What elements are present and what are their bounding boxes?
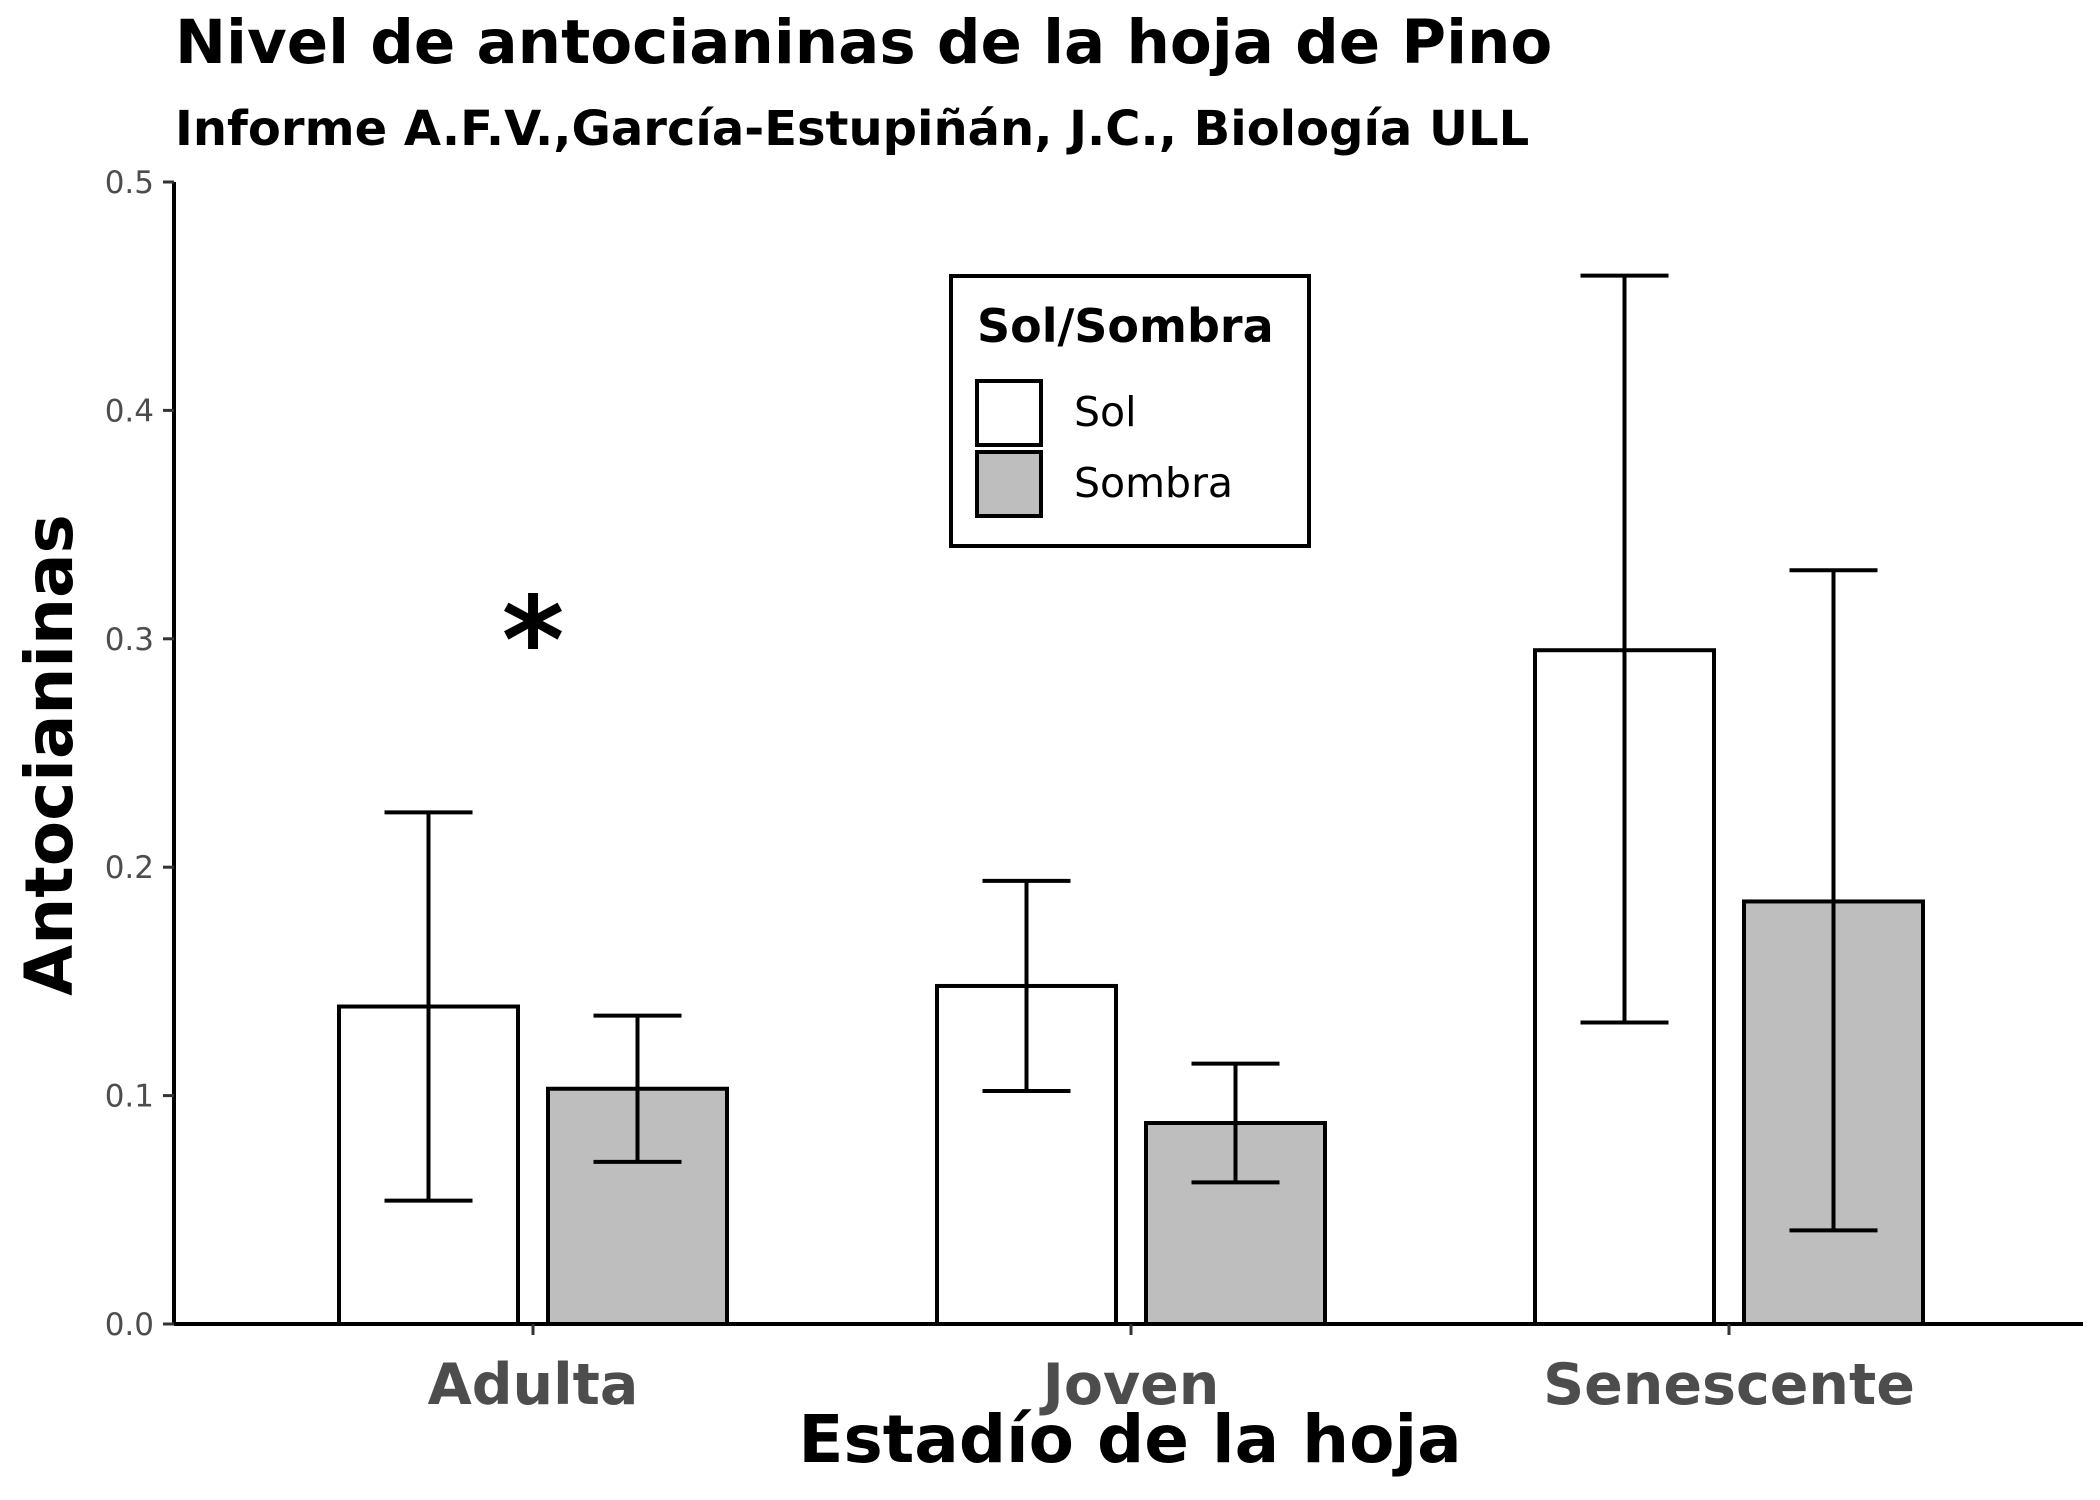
x-tick-label: Senescente bbox=[1543, 1352, 1915, 1418]
legend-label-sombra: Sombra bbox=[1074, 459, 1233, 507]
y-tick-label: 0.0 bbox=[105, 1307, 154, 1343]
y-tick-label: 0.1 bbox=[105, 1079, 154, 1115]
legend-key-sombra bbox=[975, 450, 1043, 518]
y-tick-label: 0.4 bbox=[105, 393, 154, 429]
x-tick-label: Adulta bbox=[428, 1352, 639, 1418]
legend-label-sol: Sol bbox=[1074, 388, 1137, 436]
x-tick-label: Joven bbox=[1039, 1352, 1220, 1418]
legend-key-sol bbox=[975, 379, 1043, 447]
y-axis-title: Antocianinas bbox=[11, 514, 88, 996]
y-tick-label: 0.5 bbox=[105, 165, 154, 201]
chart-subtitle: Informe A.F.V.,García-Estupiñán, J.C., B… bbox=[175, 101, 1529, 157]
y-tick-label: 0.3 bbox=[105, 622, 154, 658]
significance-asterisk: * bbox=[502, 572, 565, 711]
y-tick-label: 0.2 bbox=[105, 850, 154, 886]
chart-title: Nivel de antocianinas de la hoja de Pino bbox=[175, 7, 1552, 78]
legend-title: Sol/Sombra bbox=[977, 299, 1274, 353]
plot-area: 0.0 0.1 0.2 0.3 0.4 0.5 Adulta Joven Senescente *… bbox=[105, 165, 2083, 1418]
x-axis-title: Estadío de la hoja bbox=[798, 1401, 1461, 1478]
